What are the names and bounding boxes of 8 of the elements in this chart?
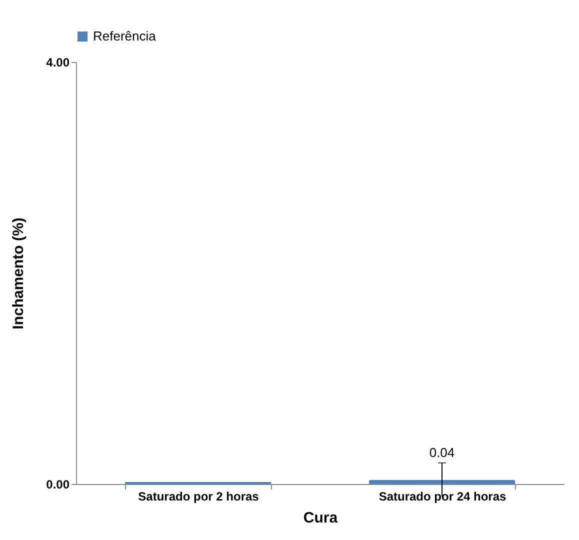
data-label: 0.04 (429, 444, 455, 460)
y-tick-label: 0.00 (46, 478, 70, 492)
x-tick-label: Saturado por 2 horas (138, 490, 260, 504)
x-axis-title: Cura (303, 510, 338, 526)
y-axis-title: Inchamento (%) (10, 218, 28, 330)
legend-label: Referência (93, 28, 157, 44)
y-tick-label: 4.00 (46, 56, 70, 70)
x-tick-label: Saturado por 24 horas (378, 490, 507, 504)
